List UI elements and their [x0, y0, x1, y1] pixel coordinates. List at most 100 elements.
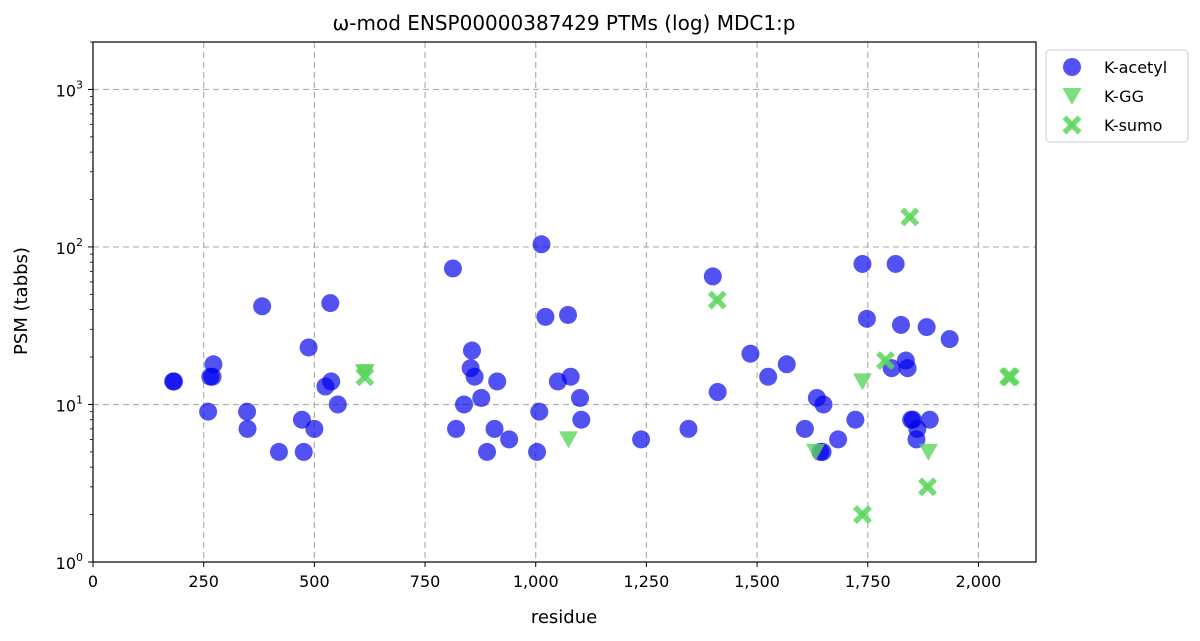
data-point [328, 395, 347, 414]
data-point [814, 395, 833, 414]
data-point [500, 430, 519, 449]
data-point [462, 341, 481, 360]
data-point [561, 367, 580, 386]
data-point [355, 367, 375, 387]
x-tick-label: 750 [410, 572, 441, 591]
data-point [443, 259, 462, 278]
data-point [238, 419, 257, 438]
data-point [321, 294, 340, 313]
x-axis-label: residue [531, 607, 597, 628]
data-point [536, 307, 555, 326]
data-point [777, 355, 796, 374]
data-point [204, 355, 223, 374]
data-point [485, 419, 504, 438]
y-axis-label: PSM (tabbs) [11, 247, 32, 355]
data-point [806, 443, 825, 461]
data-point [900, 207, 920, 227]
data-point [472, 388, 491, 407]
y-axis: 100 101 102 103 [56, 41, 93, 573]
x-marker-stroke [1062, 115, 1082, 135]
data-point [465, 367, 484, 386]
data-point [707, 290, 727, 310]
data-point [488, 372, 507, 391]
data-point [530, 402, 549, 421]
y-tick-label: 100 [56, 551, 83, 573]
x-marker-stroke [876, 351, 895, 371]
data-point [853, 254, 872, 273]
x-marker-stroke [355, 367, 375, 387]
data-point [322, 372, 341, 391]
data-point [199, 402, 218, 421]
data-point [528, 442, 547, 461]
data-point [920, 410, 939, 429]
data-point [478, 442, 497, 461]
x-tick-label: 0 [88, 572, 98, 591]
grid-lines [93, 42, 1036, 562]
data-point [795, 419, 814, 438]
data-point [559, 305, 578, 324]
data-point [898, 359, 917, 378]
data-point [940, 330, 959, 349]
data-point [632, 430, 651, 449]
data-point [829, 430, 848, 449]
data-point [572, 410, 591, 429]
x-marker-stroke [1000, 367, 1020, 387]
data-point [165, 372, 184, 391]
data-point [703, 267, 722, 286]
x-marker-stroke [852, 505, 872, 525]
x-tick-label: 1,750 [845, 572, 891, 591]
x-axis: 0 250 500 750 1,000 1,250 1,500 1,750 2,000 [88, 562, 1001, 591]
data-point [1000, 367, 1020, 387]
y-tick-label: 103 [56, 78, 83, 100]
x-tick-label: 1,000 [513, 572, 559, 591]
data-point [253, 297, 272, 316]
legend-entry-label: K-GG [1104, 87, 1144, 106]
data-point [269, 442, 288, 461]
x-marker-stroke [900, 207, 920, 227]
data-point [857, 309, 876, 328]
data-point [918, 443, 938, 461]
data-point [299, 338, 318, 357]
data-point [532, 235, 551, 254]
data-point [447, 419, 466, 438]
x-tick-label: 2,000 [956, 572, 1002, 591]
chart-title: ω-mod ENSP00000387429 PTMs (log) MDC1:p [333, 11, 796, 35]
data-point [876, 351, 895, 371]
data-point [852, 505, 872, 525]
data-point [292, 410, 311, 429]
data-point [294, 442, 313, 461]
x-marker-stroke [707, 290, 727, 310]
data-point [238, 402, 257, 421]
legend-marker [1062, 87, 1082, 105]
plot-frame [92, 41, 1037, 563]
legend: K-acetyl K-GG K-sumo [1045, 49, 1189, 143]
data-point [708, 383, 727, 402]
data-point [759, 367, 778, 386]
data-point [559, 431, 578, 449]
y-tick-label: 102 [56, 236, 83, 258]
data-point [741, 344, 760, 363]
data-point [886, 254, 905, 273]
x-tick-label: 1,500 [734, 572, 780, 591]
legend-entry-label: K-acetyl [1104, 58, 1167, 77]
data-point [305, 419, 324, 438]
data-point [679, 419, 698, 438]
data-point [846, 410, 865, 429]
data-point [917, 318, 936, 337]
data-point [891, 315, 910, 334]
x-marker-stroke [918, 477, 938, 497]
legend-marker [1063, 58, 1081, 76]
data-point [455, 395, 474, 414]
data-points [164, 207, 1020, 525]
y-tick-label: 101 [56, 393, 83, 415]
data-point [853, 373, 872, 391]
x-tick-label: 500 [299, 572, 330, 591]
x-tick-label: 1,250 [623, 572, 669, 591]
legend-frame [1045, 49, 1189, 143]
data-point [918, 477, 938, 497]
legend-marker [1062, 115, 1082, 135]
legend-entry-label: K-sumo [1104, 116, 1162, 135]
x-tick-label: 250 [188, 572, 219, 591]
data-point [908, 419, 927, 438]
